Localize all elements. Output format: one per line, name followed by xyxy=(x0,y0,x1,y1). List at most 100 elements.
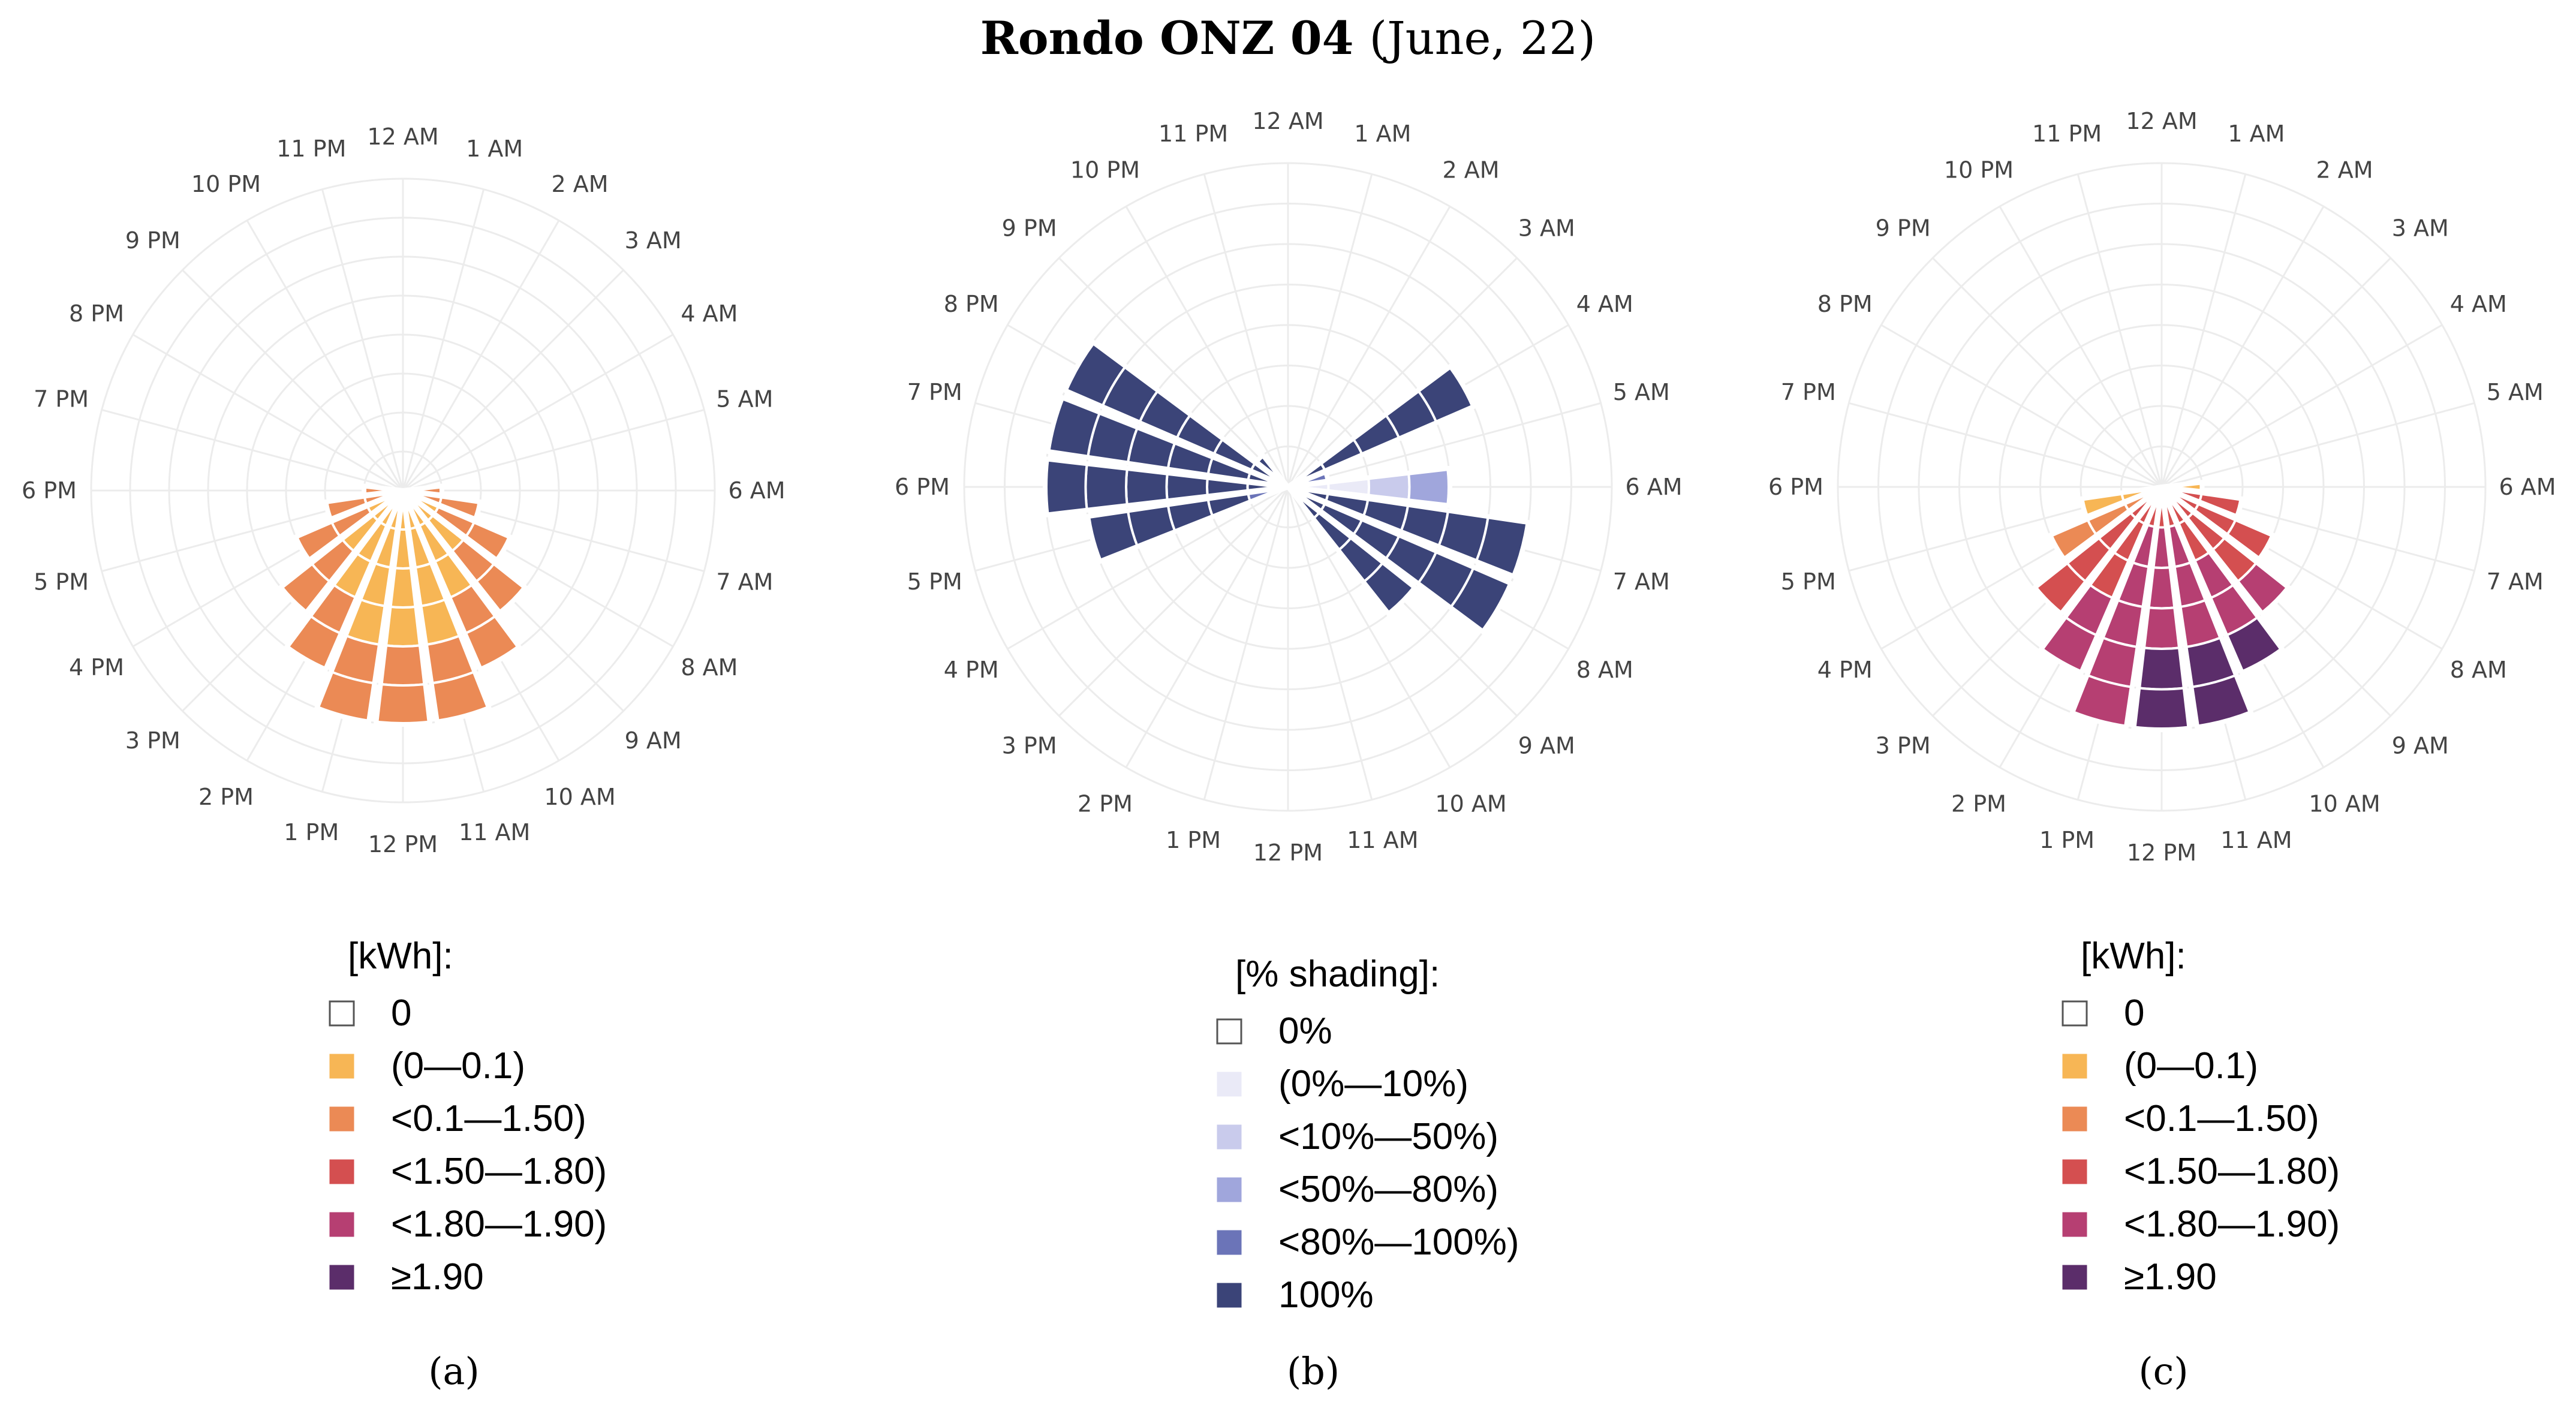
panel-caption-a: (a) xyxy=(428,1349,479,1393)
legend-swatch xyxy=(2062,1212,2087,1237)
grid-spoke xyxy=(1849,402,2162,488)
polar-chart-c: 12 AM 1 AM 2 AM 3 AM 4 AM 5 AM 6 AM 7 AM 8 AM 9 A… xyxy=(1768,108,2556,866)
hour-tick-label: 1 PM xyxy=(284,819,339,846)
bar-outline xyxy=(1287,485,1531,580)
legend-swatch xyxy=(2062,1106,2087,1132)
bar-8-am xyxy=(1286,485,1514,636)
grid-spoke xyxy=(1999,206,2163,488)
bar-outline xyxy=(2047,485,2163,563)
hour-tick-label: 7 PM xyxy=(34,386,89,412)
hour-tick-label: 2 PM xyxy=(198,784,254,810)
legend-swatch xyxy=(329,1159,354,1184)
legend-label: <80%—100%) xyxy=(1278,1222,1519,1263)
legend-title: [kWh]: xyxy=(2081,935,2186,977)
hour-tick-label: 12 PM xyxy=(2127,840,2196,866)
legend-swatch xyxy=(329,1265,354,1290)
hour-tick-label: 9 PM xyxy=(1876,215,1931,242)
hour-tick-label: 5 AM xyxy=(716,386,773,412)
hour-tick-label: 9 PM xyxy=(125,227,180,254)
hour-tick-label: 1 PM xyxy=(1166,827,1221,853)
grid-spoke xyxy=(1203,486,1289,800)
grid-spoke xyxy=(402,219,560,491)
bar-1-pm xyxy=(2069,486,2164,730)
hour-tick-label: 12 PM xyxy=(368,831,438,858)
bar-outline xyxy=(323,488,404,523)
bar-outline xyxy=(292,488,405,564)
hour-tick-label: 1 PM xyxy=(2039,827,2094,853)
bar-segment xyxy=(379,644,427,687)
hour-tick-label: 11 PM xyxy=(276,136,346,162)
hour-tick-label: 1 AM xyxy=(1354,121,1411,147)
grid-spoke xyxy=(1287,257,1518,488)
bar-outline xyxy=(1287,465,1452,509)
legend-label: (0—0.1) xyxy=(391,1045,525,1087)
bar-6-pm xyxy=(1042,456,1289,518)
bar-outline xyxy=(2078,485,2163,520)
hour-tick-label: 11 PM xyxy=(1158,121,1228,147)
bar-outline xyxy=(2160,485,2245,520)
bar-outline xyxy=(401,488,514,564)
grid-spoke xyxy=(402,333,674,492)
grid-spoke xyxy=(1203,174,1289,488)
bar-outline xyxy=(1042,456,1289,518)
legend-swatch xyxy=(329,1212,354,1237)
bar-outline xyxy=(2160,485,2277,563)
legend-label: (0%—10%) xyxy=(1278,1063,1468,1105)
figure-title: Rondo ONZ 04 (June, 22) xyxy=(980,11,1596,65)
bar-2-pm xyxy=(2038,485,2164,676)
bar-outline xyxy=(1045,394,1289,489)
grid-spoke xyxy=(1287,486,1451,768)
bar-outline xyxy=(2038,485,2164,676)
hour-tick-label: 2 PM xyxy=(1078,790,1133,817)
bar-outline xyxy=(2159,485,2286,676)
hour-tick-label: 3 AM xyxy=(2392,215,2449,242)
bar-outline xyxy=(1062,338,1290,489)
hour-tick-label: 9 AM xyxy=(1518,732,1575,759)
hour-tick-label: 9 AM xyxy=(625,727,682,754)
hour-tick-label: 3 AM xyxy=(1518,215,1575,242)
bar-6-pm xyxy=(362,483,404,498)
hour-tick-label: 5 PM xyxy=(907,568,962,595)
hour-tick-label: 12 AM xyxy=(367,124,438,150)
hour-tick-label: 5 AM xyxy=(1613,379,1670,405)
grid-spoke xyxy=(1287,402,1601,488)
hour-tick-label: 8 AM xyxy=(681,654,738,681)
bar-outline xyxy=(1286,363,1477,489)
legend-label: <1.80—1.90) xyxy=(2124,1204,2340,1245)
hour-tick-label: 3 PM xyxy=(1876,732,1931,759)
bar-segment xyxy=(2136,646,2187,691)
figure-title-date: (June, 22) xyxy=(1370,11,1596,65)
hour-tick-label: 6 PM xyxy=(1768,474,1823,500)
hour-tick-label: 8 PM xyxy=(69,300,124,327)
hour-tick-label: 4 PM xyxy=(69,654,124,681)
grid-spoke xyxy=(182,269,404,492)
grid-spoke xyxy=(246,219,404,491)
hour-tick-label: 8 AM xyxy=(2450,657,2507,683)
legend-label: ≥1.90 xyxy=(2124,1256,2217,1298)
hour-tick-label: 2 AM xyxy=(2316,157,2373,183)
hour-tick-label: 3 AM xyxy=(625,227,682,254)
hour-tick-label: 7 AM xyxy=(1613,568,1670,595)
hour-tick-label: 10 PM xyxy=(1070,157,1140,183)
grid-spoke xyxy=(2161,402,2475,488)
legend-label: <1.50—1.80) xyxy=(2124,1151,2340,1192)
grid-spoke xyxy=(402,408,705,492)
legend-swatch xyxy=(1217,1124,1242,1150)
bar-outline xyxy=(1286,485,1419,618)
hour-tick-label: 11 AM xyxy=(459,819,530,846)
hour-tick-label: 8 AM xyxy=(1576,657,1633,683)
bar-outline xyxy=(314,489,405,725)
hour-tick-label: 11 AM xyxy=(1347,827,1418,853)
bar-6-am xyxy=(1287,465,1452,509)
bar-12-pm xyxy=(373,490,433,727)
bar-outline xyxy=(2159,486,2255,730)
legend-label: (0—0.1) xyxy=(2124,1045,2258,1087)
hour-tick-label: 1 AM xyxy=(466,136,523,162)
bar-segment xyxy=(1084,462,1129,512)
hour-tick-label: 8 PM xyxy=(944,291,999,317)
hour-tick-label: 7 AM xyxy=(2487,568,2544,595)
legend-swatch xyxy=(1217,1230,1242,1255)
hour-tick-label: 11 AM xyxy=(2220,827,2292,853)
legend-label: <50%—80%) xyxy=(1278,1169,1498,1210)
